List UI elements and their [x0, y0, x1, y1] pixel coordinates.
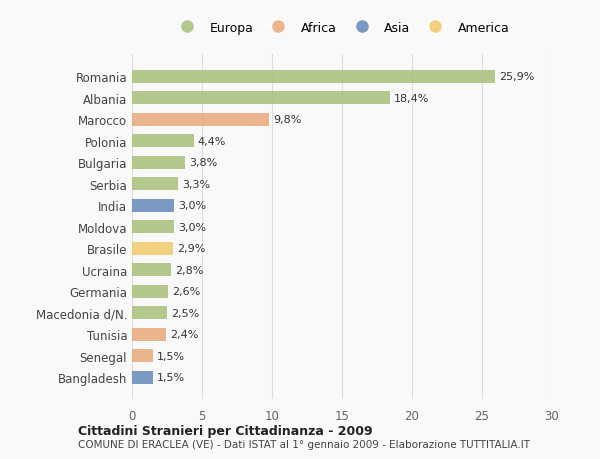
- Bar: [132, 371, 153, 384]
- Bar: [132, 92, 389, 105]
- Text: 2,5%: 2,5%: [171, 308, 199, 318]
- Text: 25,9%: 25,9%: [499, 72, 534, 82]
- Bar: [132, 135, 194, 148]
- Text: 3,0%: 3,0%: [178, 222, 206, 232]
- Bar: [132, 221, 174, 234]
- Bar: [132, 349, 153, 362]
- Text: 3,8%: 3,8%: [190, 158, 218, 168]
- Bar: [132, 307, 167, 319]
- Text: 4,4%: 4,4%: [198, 136, 226, 146]
- Text: 9,8%: 9,8%: [274, 115, 302, 125]
- Bar: [132, 328, 166, 341]
- Bar: [132, 263, 171, 276]
- Bar: [132, 285, 169, 298]
- Text: 3,0%: 3,0%: [178, 201, 206, 211]
- Text: COMUNE DI ERACLEA (VE) - Dati ISTAT al 1° gennaio 2009 - Elaborazione TUTTITALIA: COMUNE DI ERACLEA (VE) - Dati ISTAT al 1…: [78, 440, 530, 449]
- Text: 18,4%: 18,4%: [394, 94, 429, 104]
- Text: 2,8%: 2,8%: [175, 265, 204, 275]
- Bar: [132, 71, 494, 84]
- Text: 2,6%: 2,6%: [173, 286, 201, 297]
- Text: 1,5%: 1,5%: [157, 372, 185, 382]
- Bar: [132, 242, 173, 255]
- Bar: [132, 178, 178, 191]
- Text: 3,3%: 3,3%: [182, 179, 211, 189]
- Text: 2,4%: 2,4%: [170, 330, 198, 339]
- Legend: Europa, Africa, Asia, America: Europa, Africa, Asia, America: [169, 17, 515, 39]
- Text: Cittadini Stranieri per Cittadinanza - 2009: Cittadini Stranieri per Cittadinanza - 2…: [78, 424, 373, 437]
- Bar: [132, 113, 269, 127]
- Bar: [132, 157, 185, 169]
- Text: 1,5%: 1,5%: [157, 351, 185, 361]
- Bar: [132, 199, 174, 212]
- Text: 2,9%: 2,9%: [177, 244, 205, 254]
